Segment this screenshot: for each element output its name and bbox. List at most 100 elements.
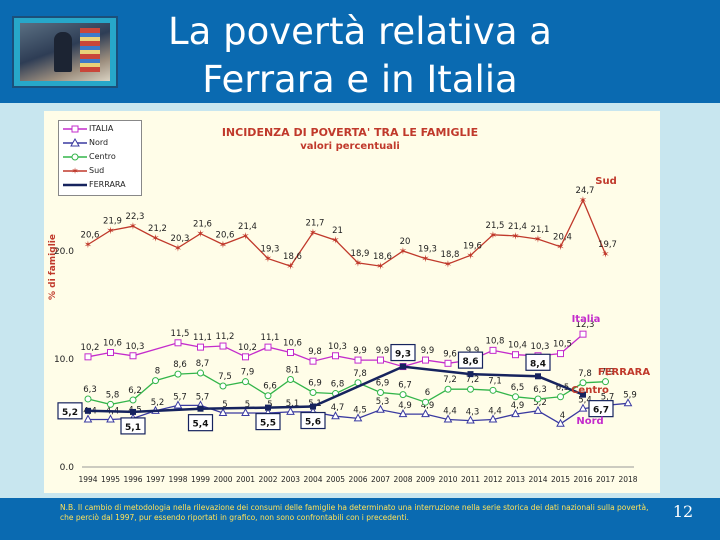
- data-label-nord: 5,2: [151, 398, 165, 408]
- footnote: N.B. Il cambio di metodologia nella rile…: [60, 503, 649, 522]
- point-nord: [218, 407, 228, 416]
- x-tick-label: 2018: [618, 475, 637, 484]
- point-sud: ✶: [399, 247, 407, 258]
- data-label-italia: 9,9: [466, 346, 480, 356]
- legend-item-centro: Centro: [59, 151, 141, 164]
- data-label-centro: 6,3: [83, 385, 97, 395]
- data-label-italia: 11,5: [171, 329, 190, 339]
- header-photo: [12, 16, 118, 88]
- point-sud: ✶: [489, 230, 497, 241]
- point-sud: ✶: [84, 240, 92, 251]
- chart-panel: [44, 111, 660, 493]
- data-label-centro: 7,8: [353, 369, 367, 379]
- point-nord: [106, 414, 115, 423]
- region-label-centro: Centro: [571, 385, 609, 396]
- data-label-nord: 5,1: [286, 399, 300, 409]
- point-sud: ✶: [579, 196, 587, 207]
- ferrara-label-box: [57, 402, 83, 420]
- point-italia: [242, 353, 249, 361]
- data-label-nord: 5: [245, 400, 250, 410]
- data-label-italia: 12,3: [576, 320, 595, 330]
- x-tick-label: 1998: [168, 475, 187, 484]
- x-tick-label: 1997: [146, 475, 165, 484]
- point-sud: ✶: [196, 229, 204, 240]
- point-centro: [309, 388, 317, 396]
- point-nord: [623, 398, 633, 407]
- data-label-centro: 8,7: [196, 359, 210, 369]
- data-label-sud: 21,4: [508, 222, 527, 232]
- data-label-centro: 8: [155, 367, 160, 377]
- ferrara-label-box: [390, 343, 416, 362]
- chart-subtitle: valori percentuali: [300, 141, 400, 152]
- x-tick-label: 2017: [596, 475, 615, 484]
- legend-label-ferrara: FERRARA: [89, 180, 126, 189]
- point-nord: [398, 409, 408, 418]
- point-sud: ✶: [106, 226, 114, 237]
- x-tick-label: 1996: [123, 475, 142, 484]
- point-centro: [152, 377, 159, 385]
- photo-person: [54, 32, 72, 72]
- point-sud: ✶: [309, 228, 317, 239]
- data-label-nord: 4: [560, 411, 565, 421]
- data-label-nord: 4,4: [443, 406, 457, 416]
- y-tick-label: 0.0: [60, 463, 75, 473]
- data-label-sud: 21,9: [103, 216, 122, 226]
- legend-item-sud: ✶ Sud: [59, 165, 141, 178]
- ferrara-label-box: [457, 351, 484, 369]
- data-label-italia: 9,8: [308, 347, 322, 357]
- y-tick-label: 20.0: [54, 247, 74, 257]
- point-nord: [466, 415, 475, 424]
- point-nord: [376, 404, 385, 413]
- point-italia: [444, 359, 452, 367]
- ferrara-label: 5,6: [305, 418, 321, 428]
- x-tick-label: 2005: [326, 475, 345, 484]
- x-tick-label: 2015: [551, 475, 570, 484]
- x-tick-label: 2013: [506, 475, 525, 484]
- point-ferrara: [467, 371, 474, 378]
- data-label-sud: 18,6: [283, 252, 302, 262]
- data-label-centro: 6,9: [308, 378, 322, 388]
- point-nord: [443, 414, 453, 423]
- data-label-sud: 21,1: [531, 225, 550, 235]
- point-centro: [84, 395, 92, 403]
- point-nord: [353, 413, 363, 422]
- series-line-centro: [87, 372, 606, 406]
- legend-item-ferrara: FERRARA: [59, 179, 141, 192]
- point-nord: [421, 409, 430, 418]
- point-centro: [242, 378, 249, 386]
- data-label-nord: 5,3: [376, 397, 390, 407]
- ferrara-label-box: [525, 353, 551, 371]
- point-nord: [331, 411, 340, 420]
- point-centro: [219, 382, 227, 390]
- data-label-italia: 9,9: [421, 346, 435, 356]
- point-italia: [512, 351, 519, 359]
- point-sud: ✶: [421, 254, 429, 265]
- point-italia: [174, 339, 182, 347]
- data-label-sud: 21,7: [306, 219, 325, 229]
- data-label-sud: 21,5: [486, 221, 505, 231]
- point-centro: [129, 396, 137, 404]
- ferrara-label: 5,1: [125, 423, 141, 433]
- data-label-sud: 24,7: [576, 186, 595, 196]
- data-label-nord: 4,3: [466, 408, 480, 418]
- point-italia: [197, 343, 204, 351]
- point-italia: [332, 352, 339, 360]
- point-sud: ✶: [444, 259, 452, 270]
- x-tick-label: 1994: [78, 475, 97, 484]
- data-label-italia: 10,2: [238, 343, 257, 353]
- slide-title: La povertà relativa a Ferrara e in Itali…: [168, 10, 552, 101]
- chart-title: INCIDENZA DI POVERTA' TRA LE FAMIGLIE va…: [210, 126, 490, 154]
- point-ferrara: [130, 408, 136, 415]
- point-nord: [556, 418, 565, 427]
- data-label-sud: 20,6: [81, 231, 100, 241]
- point-centro: [512, 393, 519, 401]
- point-nord: [241, 407, 250, 416]
- point-sud: ✶: [241, 231, 249, 242]
- data-label-sud: 20,6: [216, 231, 235, 241]
- data-label-italia: 10,2: [81, 343, 100, 353]
- point-italia: [489, 346, 497, 354]
- data-label-nord: 4,4: [488, 406, 502, 416]
- x-tick-label: 2008: [393, 475, 412, 484]
- data-label-centro: 7,9: [241, 368, 255, 378]
